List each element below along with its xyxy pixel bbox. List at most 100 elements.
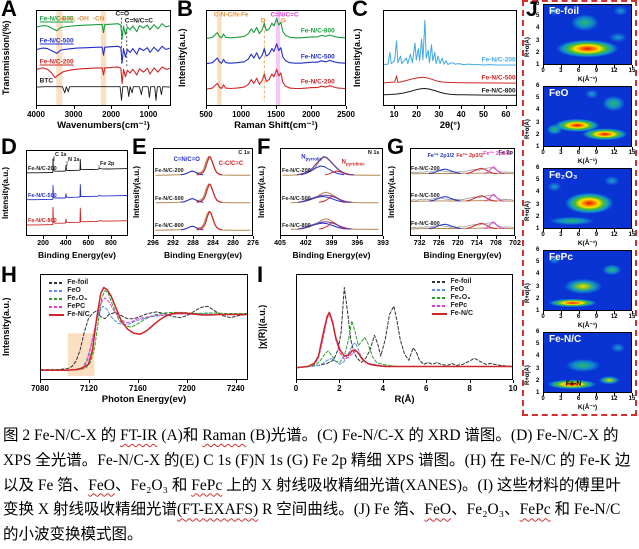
legend-swatch <box>49 305 65 308</box>
x-tick-label: 30 <box>434 110 444 119</box>
tick-mark <box>40 380 41 383</box>
x-tick-label: 12 <box>610 314 618 320</box>
x-tick-label: 800 <box>105 240 117 247</box>
y-tick-label: 5 <box>536 259 540 266</box>
x-tick-label: 6 <box>576 232 581 238</box>
x-tick-label: 720 <box>451 240 464 247</box>
x-tick-label: 6 <box>576 68 581 74</box>
tick-mark <box>241 106 242 109</box>
y-axis-label: Transmission/(%) <box>1 20 11 96</box>
annotation: Npyrrolic <box>301 154 323 163</box>
tick-mark <box>88 380 90 383</box>
annotation: C=O <box>115 10 130 18</box>
y-axis-label: Intensity(a.u.) <box>1 297 11 357</box>
tick-mark <box>596 65 598 68</box>
legend-label: Fe-foil <box>450 278 472 286</box>
x-axis-label: Raman Shift(cm⁻¹) <box>234 120 318 131</box>
x-tick-label: 9 <box>594 68 599 74</box>
y-tick-label: 3 <box>536 119 540 126</box>
legend-entry: Fe-foil <box>49 279 90 286</box>
x-axis-label: Binding Energy(ev) <box>38 250 116 260</box>
panel-letter: C <box>352 0 368 21</box>
annotation: Fe-N/C-800 <box>39 15 74 23</box>
tick-mark <box>483 106 485 109</box>
caption-spellcheck-term: FePc <box>191 476 223 494</box>
tick-mark <box>416 106 418 109</box>
annotation: Fe-N/C-500 <box>39 37 74 45</box>
legend-entry: Fe-N/C <box>432 310 473 317</box>
annotation: Fe-N/C-800 <box>481 87 516 95</box>
annotation: Fe-N/C-800 <box>300 27 335 35</box>
tick-mark <box>543 147 544 150</box>
x-axis-label: K(Å⁻¹) <box>577 404 598 411</box>
x-tick-label: 12 <box>610 232 618 238</box>
tick-mark <box>614 393 616 396</box>
y-tick-label: 5 <box>536 13 540 20</box>
panel-letter: G <box>387 134 405 159</box>
tick-mark <box>394 106 396 109</box>
x-tick-label: 402 <box>299 240 312 247</box>
annotation: Fe-N/C-800 <box>154 223 184 230</box>
x-tick-label: 2 <box>337 384 342 393</box>
y-axis-label: Intensity(a.u.) <box>387 166 396 219</box>
tick-mark <box>148 106 150 109</box>
plot-area: Fe-foil FeO Fe₂O₃ FePC Fe-N/C <box>40 274 248 380</box>
x-tick-label: 9 <box>594 150 599 156</box>
panel-letter: I <box>257 262 264 287</box>
panel-letter: A <box>1 0 17 21</box>
annotation: C=N/C=C <box>124 17 153 25</box>
x-tick-label: 399 <box>325 240 338 247</box>
panel-e-c1s-xps: E C 1s C=N/C=O C-C/C=C Fe-N/C-200 Fe-N/C-500 F… <box>131 134 259 266</box>
wavelet-subpanel: Fe-foil 6 5 4 3 2 1 0 3 6 9 12 15 K(Å⁻¹) R+α(Å) <box>524 1 635 84</box>
tick-mark <box>110 236 112 239</box>
annotation: Fe³⁺ 2p3/2 <box>456 152 484 159</box>
x-tick-label: 393 <box>377 240 389 247</box>
tick-mark <box>515 236 516 239</box>
tick-mark <box>560 65 562 68</box>
x-tick-label: 3000 <box>64 110 83 119</box>
x-tick-label: 2000 <box>302 110 320 119</box>
tick-mark <box>632 147 633 150</box>
legend-label: Fe-N/C <box>450 310 473 318</box>
y-axis-label: Intensity(a.u.) <box>177 28 187 88</box>
x-tick-label: 0 <box>541 232 545 238</box>
panel-i-exafs: I Fe-foil FeO Fe₂O₃ FePc Fe-N/C 0 2 4 6 8 10 R(Å) |χ(… <box>256 262 521 418</box>
tick-mark <box>137 380 139 383</box>
legend-label: Fe₂O₃ <box>67 295 88 303</box>
x-tick-label: 7120 <box>79 384 98 393</box>
tick-mark <box>419 236 421 239</box>
x-tick-label: 0 <box>541 396 545 402</box>
x-axis-label: R(Å) <box>394 394 415 405</box>
legend-swatch <box>432 312 448 315</box>
legend-label: FeO <box>67 287 81 295</box>
annotation: Fe-N/C-200 <box>282 168 311 175</box>
tick-mark <box>578 393 580 396</box>
y-tick-label: 6 <box>536 83 540 89</box>
tick-mark <box>632 311 633 314</box>
x-axis-label: K(Å⁻¹) <box>577 240 598 247</box>
annotation: Fe-N/C-800 <box>282 222 311 229</box>
tick-mark <box>339 380 341 383</box>
annotation: -NH-, -OH <box>59 15 89 23</box>
legend-entry: Fe₂O₃ <box>432 294 473 301</box>
x-tick-label: 50 <box>479 110 488 119</box>
y-tick-label: 1 <box>536 144 540 150</box>
x-tick-label: 6 <box>576 396 581 402</box>
legend-entry: Fe₂O₃ <box>49 295 90 302</box>
plot-area: Fe-N/C-800 Fe-N/C-500 Fe-N/C-200 BTC -NH-, -… <box>36 10 171 106</box>
annotation: Fe-N/C-500 <box>282 195 311 202</box>
x-tick-label: 400 <box>59 240 72 247</box>
y-tick-label: 2 <box>536 49 540 56</box>
y-tick-label: 6 <box>536 165 540 171</box>
x-tick-label: 15 <box>628 396 636 402</box>
y-tick-label: 6 <box>536 247 540 253</box>
tick-mark <box>357 236 359 239</box>
panel-letter: B <box>177 0 193 21</box>
tick-mark <box>276 106 277 109</box>
y-tick-label: 6 <box>536 1 540 7</box>
x-tick-label: 6 <box>576 314 581 320</box>
x-tick-label: 714 <box>470 240 483 247</box>
tick-mark <box>457 236 459 239</box>
x-tick-label: 276 <box>247 240 259 247</box>
caption-spellcheck-term: Raman <box>202 427 247 444</box>
